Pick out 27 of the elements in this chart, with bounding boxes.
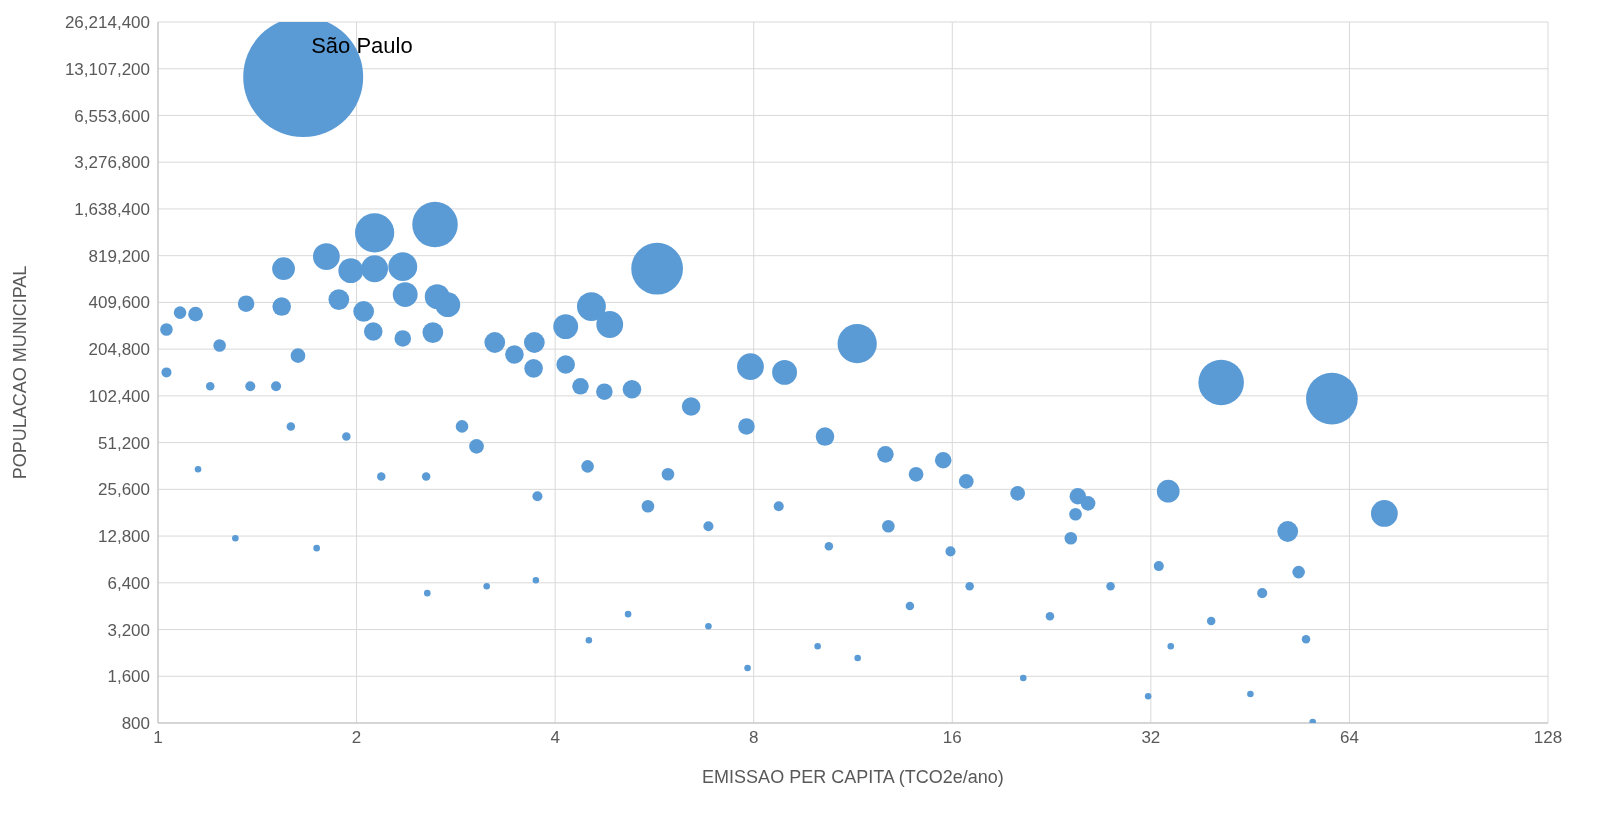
y-tick-label: 819,200 bbox=[88, 246, 150, 266]
x-tick-label: 64 bbox=[1339, 728, 1359, 748]
x-tick-label: 128 bbox=[1533, 728, 1563, 748]
x-tick-label: 32 bbox=[1141, 728, 1161, 748]
x-tick-label: 2 bbox=[351, 728, 362, 748]
y-tick-label: 800 bbox=[121, 714, 150, 734]
x-axis-title: EMISSAO PER CAPITA (TCO2e/ano) bbox=[702, 767, 1004, 787]
x-tick-label: 8 bbox=[748, 728, 759, 748]
x-tick-label: 16 bbox=[942, 728, 962, 748]
x-tick-label: 1 bbox=[153, 728, 163, 748]
x-tick-label: 4 bbox=[550, 728, 560, 748]
y-tick-label: 12,800 bbox=[98, 527, 150, 547]
y-tick-label: 6,400 bbox=[107, 573, 150, 593]
y-tick-label: 6,553,600 bbox=[74, 106, 150, 126]
y-tick-label: 51,200 bbox=[98, 433, 150, 453]
y-tick-label: 1,600 bbox=[107, 667, 150, 687]
y-tick-label: 3,276,800 bbox=[74, 153, 150, 173]
y-tick-label: 13,107,200 bbox=[64, 59, 150, 79]
annotation: São Paulo bbox=[311, 32, 413, 58]
y-tick-label: 3,200 bbox=[107, 620, 150, 640]
y-tick-label: 204,800 bbox=[88, 340, 150, 360]
y-tick-label: 25,600 bbox=[98, 480, 150, 500]
y-tick-label: 102,400 bbox=[88, 386, 150, 406]
y-tick-label: 1,638,400 bbox=[74, 199, 150, 219]
y-tick-label: 26,214,400 bbox=[64, 13, 150, 33]
y-tick-label: 409,600 bbox=[88, 293, 150, 313]
y-axis-title: POPULACAO MUNICIPAL bbox=[10, 265, 31, 480]
